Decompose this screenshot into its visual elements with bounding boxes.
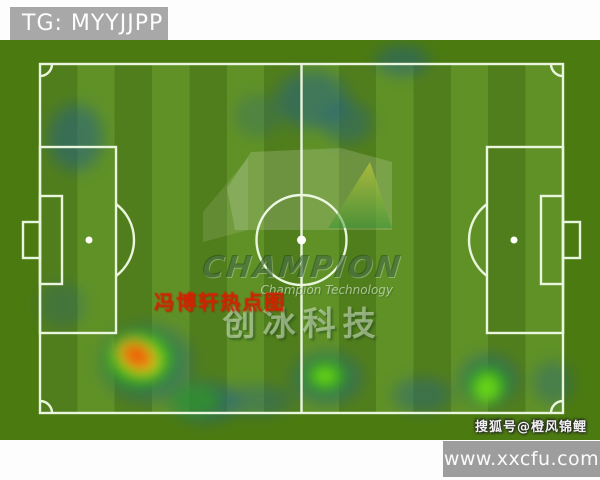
pitch-lines <box>21 62 582 415</box>
pitch-area <box>0 40 600 440</box>
heat-blob <box>27 79 123 195</box>
heat-layer <box>0 40 600 440</box>
watermark-brand-text: CHAMPION <box>200 250 404 285</box>
heat-blob <box>153 372 239 428</box>
watermark-logo-icon <box>203 148 392 242</box>
website-bar: www.xxcfu.com <box>443 441 600 477</box>
heat-blob <box>303 360 347 392</box>
heat-blob <box>249 50 375 150</box>
watermark-brand-chinese: 创冰科技 <box>222 304 383 343</box>
heat-blob <box>218 77 298 153</box>
tg-watermark-badge: TG: MYYJJPP <box>10 7 168 40</box>
credit-text: 搜狐号@橙风锦鲤 <box>474 420 587 435</box>
watermark-brand-subtext: Champion Technology <box>260 283 393 297</box>
heat-blob <box>372 364 472 426</box>
heat-blob <box>304 84 390 160</box>
heat-blob <box>198 372 318 428</box>
pitch-spots <box>85 235 518 245</box>
heatmap-title: 冯博轩热点图 <box>154 290 286 314</box>
